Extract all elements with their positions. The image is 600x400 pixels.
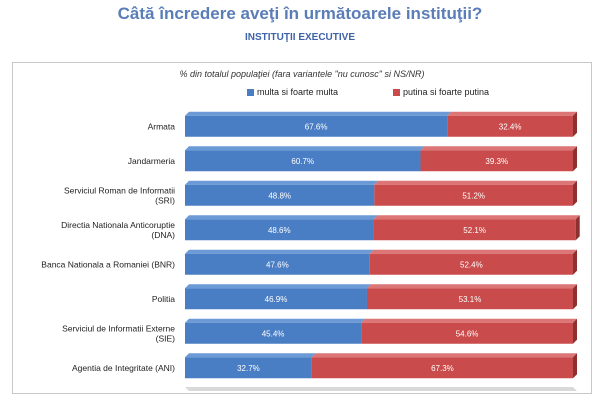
legend-label-series-1: multa si foarte multa	[257, 87, 339, 97]
bar-series-2-4	[373, 219, 576, 241]
data-label-series-1-4: 48.6%	[268, 226, 291, 235]
category-label-2: Jandarmeria	[128, 156, 176, 166]
bar-top-1-6	[185, 284, 371, 289]
bar-series-2-2	[420, 150, 573, 172]
data-label-series-1-5: 47.6%	[266, 260, 289, 269]
data-label-series-1-7: 45.4%	[262, 329, 285, 338]
bar-series-2-6	[366, 288, 573, 310]
bar-top-1-5	[185, 249, 374, 254]
bar-top-2-3	[374, 180, 577, 185]
chart-plot: 67.6% 32.4% Armata 60.7% 39.3% Jandarmeria 48.…	[41, 111, 580, 391]
legend-swatch-series-2	[393, 89, 400, 97]
page-subtitle: INSTITUŢII EXECUTIVE	[244, 32, 355, 43]
data-label-series-2-6: 53.1%	[459, 295, 482, 304]
bar-series-2-1	[447, 115, 573, 137]
category-label-1: Armata	[148, 121, 176, 131]
bar-top-2-8	[311, 353, 577, 358]
legend-label-series-2: putina si foarte putina	[403, 87, 490, 97]
bar-series-1-8	[185, 357, 312, 379]
data-label-series-2-2: 39.3%	[485, 157, 508, 166]
bar-side-7	[573, 318, 577, 344]
chart-panel: % din totalul populaţiei (fara variantel…	[12, 62, 592, 394]
data-label-series-2-5: 52.4%	[460, 260, 483, 269]
category-label-5: Banca Nationala a Romaniei (BNR)	[41, 259, 175, 269]
legend-swatch-series-1	[247, 89, 254, 97]
bar-series-1-6	[185, 288, 367, 310]
bar-top-1-1	[185, 111, 452, 116]
data-label-series-2-1: 32.4%	[499, 122, 522, 131]
bar-series-1-4	[185, 219, 374, 241]
category-label-7: Serviciul de Informatii Externe (SIE)	[62, 323, 175, 343]
bar-top-2-2	[420, 146, 577, 151]
bar-series-1-5	[185, 253, 370, 275]
bar-series-1-7	[185, 322, 362, 344]
category-label-8: Agentia de Integritate (ANI)	[72, 363, 175, 373]
data-label-series-2-8: 67.3%	[431, 364, 454, 373]
bar-side-1	[573, 111, 577, 137]
bar-series-2-5	[369, 253, 573, 275]
bar-top-2-4	[373, 215, 580, 220]
bar-top-1-7	[185, 318, 366, 323]
bar-series-2-7	[361, 322, 573, 344]
page-title: Câtă încredere aveţi în următoarele inst…	[117, 4, 483, 23]
bar-series-1-1	[185, 115, 448, 137]
legend-item-series-1: multa si foarte multa	[247, 87, 338, 99]
bar-side-4	[575, 215, 580, 241]
category-label-4: Directia Nationala Anticoruptie (DNA)	[61, 220, 175, 240]
data-label-series-1-3: 48.8%	[268, 191, 291, 200]
bar-series-1-2	[185, 150, 421, 172]
category-label-6: Politia	[152, 294, 175, 304]
bar-top-1-2	[185, 146, 425, 151]
bar-top-1-4	[185, 215, 378, 220]
bar-top-1-3	[185, 180, 379, 185]
bar-series-2-8	[311, 357, 573, 379]
data-label-series-2-3: 51.2%	[462, 191, 485, 200]
bar-top-2-1	[447, 111, 577, 116]
bar-side-5	[573, 249, 577, 275]
legend-item-series-2: putina si foarte putina	[393, 87, 489, 99]
data-label-series-2-7: 54.6%	[456, 329, 479, 338]
data-label-series-2-4: 52.1%	[463, 226, 486, 235]
data-label-series-1-6: 46.9%	[265, 295, 288, 304]
category-label-3: Serviciul Roman de Informatii (SRI)	[64, 185, 175, 205]
bar-top-2-6	[366, 284, 577, 289]
data-label-series-1-2: 60.7%	[291, 157, 314, 166]
plot-floor	[185, 387, 577, 391]
data-label-series-1-1: 67.6%	[305, 122, 328, 131]
data-label-series-1-8: 32.7%	[237, 364, 260, 373]
bar-side-2	[573, 146, 577, 172]
bar-top-2-5	[369, 249, 577, 254]
bar-series-2-3	[374, 184, 573, 206]
chart-title: % din totalul populaţiei (fara variantel…	[179, 69, 425, 79]
bar-top-2-7	[361, 318, 577, 323]
bar-series-1-3	[185, 184, 375, 206]
bar-side-8	[573, 353, 577, 379]
bar-top-1-8	[185, 353, 316, 358]
bar-side-6	[573, 284, 577, 310]
bar-side-3	[573, 180, 577, 206]
